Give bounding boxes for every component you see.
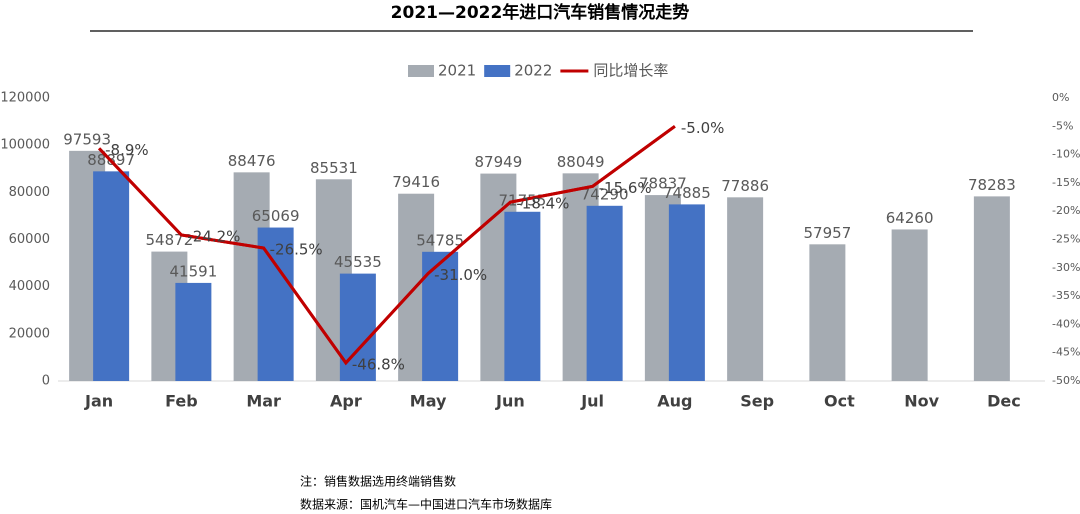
line-value-label: -18.4% <box>516 195 569 213</box>
line-value-label: -15.6% <box>599 179 652 197</box>
bar-value-label: 79416 <box>392 173 440 191</box>
line-value-label: -24.2% <box>187 227 240 245</box>
y-tick-label: 120000 <box>0 91 50 106</box>
bar-value-label: 57957 <box>804 224 852 242</box>
bar-value-label: 74290 <box>581 185 629 203</box>
bar <box>504 211 541 381</box>
y2-tick-label: -45% <box>1052 346 1080 359</box>
x-tick-label: May <box>410 392 447 411</box>
y2-tick-label: -35% <box>1052 289 1080 302</box>
line-value-label: -46.8% <box>352 355 405 373</box>
legend-label: 2021 <box>438 62 476 80</box>
line-value-label: -26.5% <box>270 240 323 258</box>
bar-value-label: 85531 <box>310 159 358 177</box>
bar <box>668 204 705 381</box>
x-tick-label: Oct <box>824 392 855 411</box>
y2-tick-label: 0% <box>1052 91 1069 104</box>
bar-value-label: 41591 <box>170 262 218 280</box>
y2-tick-label: -20% <box>1052 204 1080 217</box>
y-tick-label: 100000 <box>0 138 50 153</box>
note: 注：销售数据选用终端销售数 <box>300 474 456 489</box>
x-tick-label: Nov <box>904 392 939 411</box>
x-tick-label: Jul <box>580 392 604 411</box>
line-value-label: -5.0% <box>681 119 725 137</box>
bar <box>809 244 846 381</box>
legend-label: 2022 <box>514 62 552 80</box>
bar <box>586 205 623 381</box>
bar <box>175 282 212 381</box>
x-tick-label: Feb <box>165 392 198 411</box>
legend-label: 同比增长率 <box>593 62 668 80</box>
y-tick-label: 20000 <box>9 326 50 341</box>
legend-swatch <box>408 65 434 77</box>
bar-value-label: 77886 <box>721 177 769 195</box>
bar-value-label: 54785 <box>416 231 464 249</box>
bar-value-label: 97593 <box>63 130 111 148</box>
x-tick-label: Mar <box>246 392 281 411</box>
x-tick-label: Dec <box>987 392 1021 411</box>
bar-value-label: 78837 <box>639 175 687 193</box>
x-tick-label: Jan <box>84 392 113 411</box>
y2-tick-label: -40% <box>1052 317 1080 330</box>
bar-value-label: 54872 <box>146 231 194 249</box>
bar-value-label: 87949 <box>475 153 523 171</box>
growth-line <box>98 125 676 366</box>
y2-tick-label: -25% <box>1052 233 1080 246</box>
bar <box>257 227 294 381</box>
x-tick-label: Sep <box>740 392 774 411</box>
bar-value-label: 88049 <box>557 153 605 171</box>
y-tick-label: 40000 <box>9 279 50 294</box>
y2-tick-label: -30% <box>1052 261 1080 274</box>
bar-value-label: 88476 <box>228 152 276 170</box>
note: 数据来源：国机汽车—中国进口汽车市场数据库 <box>300 497 552 512</box>
y2-tick-label: -10% <box>1052 148 1080 161</box>
legend-swatch <box>484 65 511 77</box>
y-tick-label: 0 <box>42 374 50 389</box>
y2-tick-label: -15% <box>1052 176 1080 189</box>
bar-value-label: 78283 <box>968 176 1016 194</box>
bar <box>93 171 130 381</box>
bar-value-label: 64260 <box>886 209 934 227</box>
bar-value-label: 74885 <box>663 184 711 202</box>
bar <box>891 229 928 381</box>
line-value-label: -8.9% <box>105 141 149 159</box>
x-tick-label: Jun <box>495 392 525 411</box>
y2-tick-label: -50% <box>1052 374 1080 387</box>
line-value-label: -31.0% <box>434 266 487 284</box>
bar-value-label: 45535 <box>334 253 382 271</box>
x-tick-label: Apr <box>330 392 362 411</box>
bar <box>973 196 1010 381</box>
x-tick-label: Aug <box>657 392 692 411</box>
y-tick-label: 80000 <box>9 185 50 200</box>
y2-tick-label: -5% <box>1052 119 1073 132</box>
chart-title: 2021—2022年进口汽车销售情况走势 <box>391 2 690 23</box>
y-tick-label: 60000 <box>9 232 50 247</box>
bar-value-label: 65069 <box>252 207 300 225</box>
bar <box>727 197 764 381</box>
